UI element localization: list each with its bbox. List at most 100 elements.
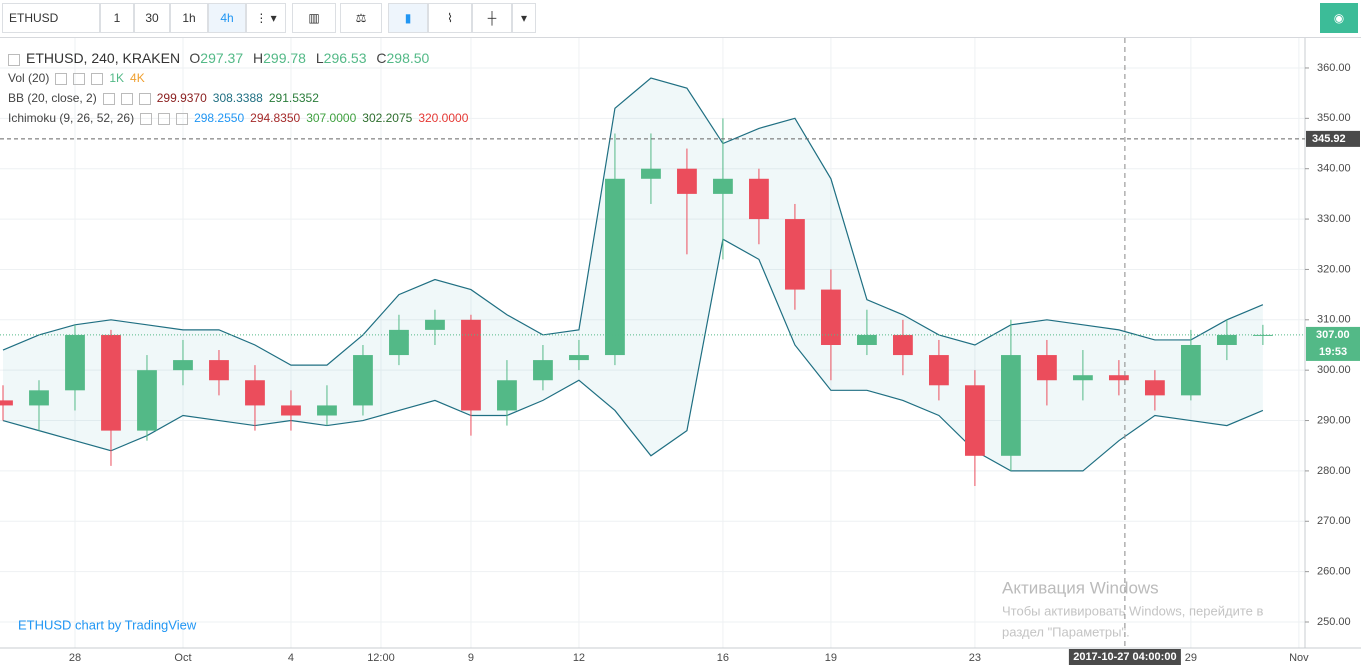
x-tick-label: 29 bbox=[1185, 652, 1197, 664]
symbol-title: ETHUSD, 240, KRAKEN bbox=[26, 50, 181, 66]
candle-body bbox=[389, 329, 409, 356]
value: 4K bbox=[130, 71, 145, 85]
y-tick-label: 330.00 bbox=[1317, 213, 1351, 225]
legend-row: ETHUSD, 240, KRAKEN O297.37 H299.78 L296… bbox=[8, 48, 474, 68]
candle-body bbox=[29, 390, 49, 406]
candle-body bbox=[137, 370, 157, 431]
candle-body bbox=[1180, 344, 1201, 396]
line-button[interactable]: ⌇ bbox=[428, 3, 472, 33]
y-tick-label: 320.00 bbox=[1317, 263, 1351, 275]
candle-body bbox=[965, 385, 985, 456]
value: 299.78 bbox=[263, 50, 306, 66]
interval-button[interactable]: 30 bbox=[134, 3, 170, 33]
bb-line bbox=[2, 238, 1264, 472]
candle-body bbox=[857, 334, 877, 345]
interval-button[interactable]: 1 bbox=[100, 3, 134, 33]
toolbar: ETHUSD 1 30 1h 4h ⋮ ▾ ▥ ⚖ ▮ ⌇ ┼ ▾ ◉ bbox=[0, 0, 1361, 38]
crosshair-label-box bbox=[1068, 649, 1181, 665]
bb-fill bbox=[2, 78, 1263, 471]
value: 297.37 bbox=[200, 50, 244, 66]
candle-body bbox=[713, 178, 733, 194]
bars-button[interactable]: ┼ bbox=[472, 3, 512, 33]
y-tick-label: 310.00 bbox=[1317, 314, 1351, 326]
key: O bbox=[189, 50, 201, 66]
y-tick-label: 360.00 bbox=[1317, 62, 1351, 74]
legend: ETHUSD, 240, KRAKEN O297.37 H299.78 L296… bbox=[8, 48, 474, 128]
key: C bbox=[376, 50, 387, 66]
candle-body bbox=[281, 405, 301, 416]
y-tick-label: 350.00 bbox=[1317, 112, 1351, 124]
x-tick-label: 28 bbox=[69, 652, 81, 664]
x-tick-label: 23 bbox=[969, 652, 981, 664]
attribution: ETHUSD chart by TradingView bbox=[18, 617, 197, 632]
candles-button[interactable]: ▮ bbox=[388, 3, 428, 33]
y-tick-label: 340.00 bbox=[1317, 163, 1351, 175]
value: 291.5352 bbox=[268, 91, 319, 105]
symbol-input[interactable]: ETHUSD bbox=[2, 3, 100, 33]
candle-body bbox=[1144, 380, 1165, 396]
x-tick-label: Nov bbox=[1289, 652, 1309, 664]
candle-body bbox=[785, 219, 805, 290]
interval-menu[interactable]: ⋮ ▾ bbox=[246, 3, 286, 33]
x-tick-label: 4 bbox=[288, 652, 294, 664]
candle-body bbox=[209, 360, 229, 381]
value: 299.9370 bbox=[156, 91, 207, 105]
candle-body bbox=[929, 355, 949, 386]
candle-body bbox=[1252, 334, 1273, 336]
x-tick-label: 9 bbox=[468, 652, 474, 664]
last-price-box bbox=[1306, 326, 1360, 361]
candle-body bbox=[821, 289, 841, 345]
candle-body bbox=[569, 355, 589, 361]
candle-body bbox=[605, 178, 625, 356]
y-tick-label: 260.00 bbox=[1317, 566, 1351, 578]
candle-body bbox=[1216, 334, 1237, 345]
candle-body bbox=[641, 168, 661, 179]
y-tick-label: 300.00 bbox=[1317, 364, 1351, 376]
watermark-title: Активация Windows bbox=[1002, 578, 1159, 597]
x-tick-label: Oct bbox=[174, 652, 191, 664]
legend-row: Vol (20) 1K 4K bbox=[8, 68, 474, 88]
candle-body bbox=[1072, 375, 1093, 381]
candle-body bbox=[1108, 375, 1129, 381]
candle-body bbox=[533, 360, 553, 381]
candle-body bbox=[425, 319, 445, 330]
snapshot-button[interactable]: ◉ bbox=[1320, 3, 1358, 33]
y-tick-label: 250.00 bbox=[1317, 616, 1351, 628]
legend-row: BB (20, close, 2) 299.9370 308.3388 291.535… bbox=[8, 88, 474, 108]
x-tick-label: 19 bbox=[825, 652, 837, 664]
candle-body bbox=[101, 334, 121, 431]
candle-body bbox=[0, 400, 13, 406]
interval-button[interactable]: 1h bbox=[170, 3, 208, 33]
value: 302.2075 bbox=[362, 111, 413, 125]
key: L bbox=[315, 50, 324, 66]
bb-line bbox=[2, 77, 1264, 366]
style-menu[interactable]: ▾ bbox=[512, 3, 536, 33]
key: H bbox=[253, 50, 264, 66]
value: 307.0000 bbox=[306, 111, 357, 125]
price-label-box bbox=[1306, 130, 1360, 147]
ohlc: O297.37 H299.78 L296.53 C298.50 bbox=[189, 50, 435, 66]
x-tick-label: 12:00 bbox=[367, 652, 395, 664]
watermark-line: Чтобы активировать Windows, перейдите в bbox=[1002, 603, 1264, 618]
y-tick-label: 280.00 bbox=[1317, 465, 1351, 477]
value: 298.50 bbox=[386, 50, 430, 66]
indicators-button[interactable]: ▥ bbox=[292, 3, 336, 33]
candle-body bbox=[65, 334, 85, 391]
x-tick-label: 12 bbox=[573, 652, 585, 664]
price-label: 345.92 bbox=[1312, 133, 1346, 145]
candle-body bbox=[677, 168, 697, 194]
compare-button[interactable]: ⚖ bbox=[340, 3, 382, 33]
value: 1K bbox=[109, 71, 125, 85]
interval-button[interactable]: 4h bbox=[208, 3, 246, 33]
candle-body bbox=[1037, 355, 1057, 381]
last-price-label: 307.00 bbox=[1316, 329, 1350, 341]
indicator-name: BB (20, close, 2) bbox=[8, 91, 97, 105]
value: 320.0000 bbox=[418, 111, 469, 125]
value: 308.3388 bbox=[212, 91, 263, 105]
candle-body bbox=[173, 360, 193, 371]
candle-body bbox=[497, 380, 517, 411]
candle-body bbox=[245, 380, 265, 406]
candle-body bbox=[1001, 355, 1021, 456]
